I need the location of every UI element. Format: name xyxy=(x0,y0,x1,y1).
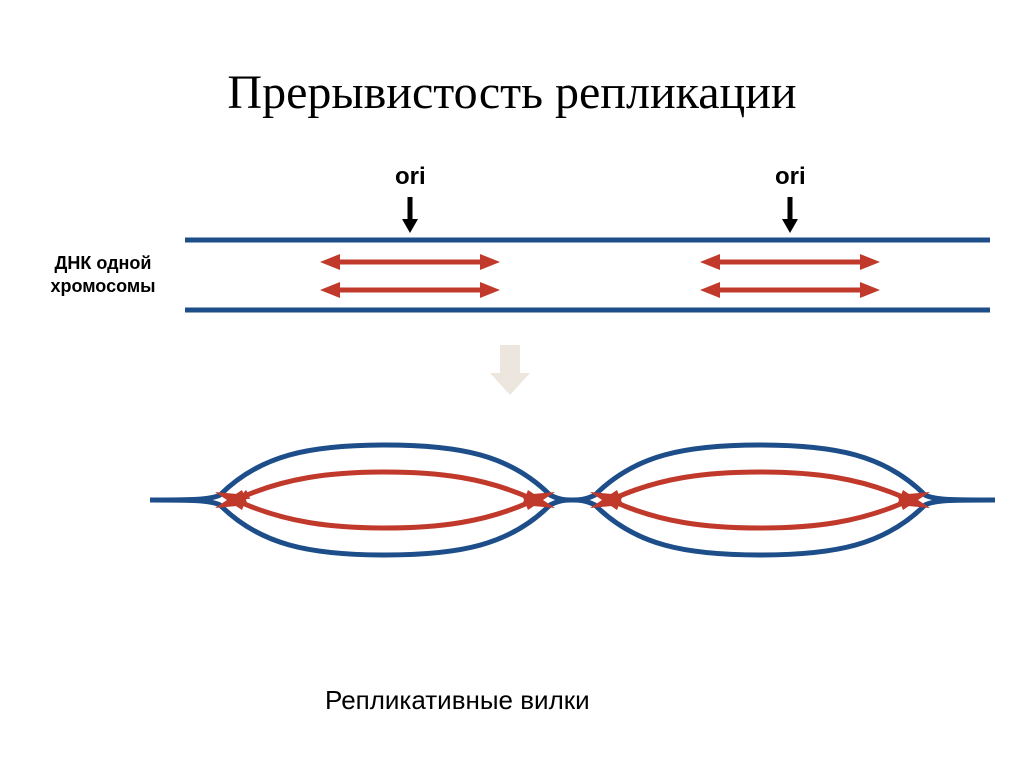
top-dna-strands xyxy=(0,0,1024,400)
arrow-group-ori2-bottom xyxy=(700,282,880,298)
arrow-group-ori1-bottom xyxy=(320,282,500,298)
arrow-group-ori1-top xyxy=(320,254,500,270)
replication-bubbles xyxy=(120,400,1000,600)
arrow-group-ori2-top xyxy=(700,254,880,270)
replication-forks-label: Репликативные вилки xyxy=(325,685,590,716)
transition-arrow-icon xyxy=(490,345,530,395)
